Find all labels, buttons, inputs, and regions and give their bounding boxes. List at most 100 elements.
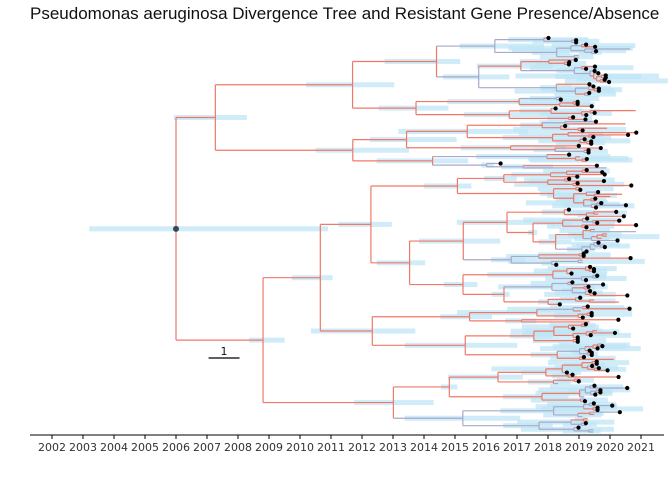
x-tick-label: 2003 [69,441,97,454]
node-interval [502,135,612,141]
tip-point [593,392,598,397]
tip-point [584,249,589,254]
tip-point [617,410,622,415]
x-tick-label: 2002 [38,441,66,454]
tip-point [576,379,581,384]
tip-point [583,322,589,327]
x-axis: 2002 2003 2004 2005 2006 2007 2008 2009 2010 2011… [30,434,664,454]
node-interval [460,145,566,151]
tip-point [587,289,593,294]
tip-point [594,163,599,168]
tip-point [616,317,621,322]
tip-point [591,84,596,89]
node-interval [555,311,633,317]
tip-point [589,313,594,318]
tip-point [571,326,576,331]
tip-point [586,150,591,155]
tip-point [606,79,612,85]
node-interval [539,120,595,126]
x-tick-label: 2019 [565,441,593,454]
node-interval [501,164,553,170]
x-tick-label: 2009 [255,441,283,454]
x-tick-label: 2017 [503,441,531,454]
tip-point [602,172,607,177]
x-tick-label: 2018 [534,441,562,454]
chart-title: Pseudomonas aeruginosa Divergence Tree a… [30,4,660,23]
node-interval [524,329,620,335]
tip-point [595,407,600,413]
tip-point [598,390,603,395]
node-interval [555,197,607,203]
node-interval [369,137,457,143]
tip-point [570,372,575,377]
tip-point [584,167,589,173]
tip-point [596,366,601,371]
tip-point [615,238,620,243]
scale-bar: 1 [208,345,240,359]
tip-point [602,245,607,250]
x-tick-label: 2014 [410,441,438,454]
node-interval [481,162,494,168]
node-interval [463,112,569,118]
tip-point [564,370,569,375]
tip-point [602,77,607,82]
tip-point [573,57,578,63]
node-interval [498,284,608,290]
node-interval [547,192,618,198]
tip-point [628,256,633,261]
tip-point [625,385,630,391]
tip-point [576,143,581,148]
tip-point [616,374,621,380]
tip-point [592,68,597,74]
tip-point [591,401,596,406]
tip-point [612,330,618,336]
tip-point [599,200,604,206]
tip-point [578,187,583,192]
tip-point [623,203,629,208]
x-tick-label: 2004 [100,441,128,454]
node-interval [89,226,328,232]
tip-point [584,42,589,47]
tip-point [585,216,590,221]
tip-point [584,225,589,230]
tip-point [586,284,591,289]
x-tick-label: 2021 [627,441,655,454]
tree-points [173,35,639,430]
x-tick-label: 2016 [472,441,500,454]
tip-point [614,209,619,214]
tip-point [593,196,598,201]
tip-point [625,132,631,137]
node-interval [248,337,285,343]
tip-point [633,222,639,228]
tip-point [567,152,572,157]
tip-point [584,112,589,118]
tip-point [593,119,599,124]
tip-point [575,101,580,107]
x-tick-label: 2015 [441,441,469,454]
tip-point [592,110,597,115]
tip-point [621,214,626,219]
tip-point [574,40,579,45]
tip-point [596,189,601,195]
tip-point [563,123,568,129]
node-interval [529,96,600,102]
tip-point [546,35,551,41]
tip-point [569,271,574,276]
tip-point [629,183,634,188]
tip-point [596,71,601,76]
tip-point [592,64,598,69]
tip-point [566,62,571,67]
tip-point [600,344,605,349]
tip-point [589,104,594,109]
tip-point [588,333,593,338]
tip-point [553,106,558,111]
tip-point [634,130,639,135]
tip-point [591,134,596,140]
scale-bar-label: 1 [221,345,228,358]
tip-point [593,44,598,49]
tip-point [627,306,632,311]
tip-point [601,178,607,184]
node-interval [576,243,630,249]
tip-point [583,66,589,71]
root-node-point [173,225,179,232]
